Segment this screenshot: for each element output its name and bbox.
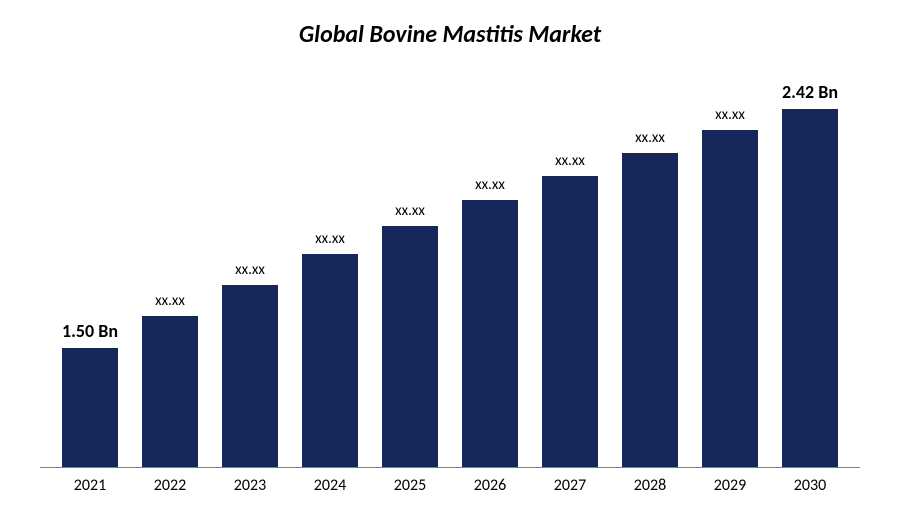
bar: [142, 316, 198, 467]
bar-group: xx.xx: [530, 69, 610, 467]
bar-group: xx.xx: [610, 69, 690, 467]
bar-group: xx.xx: [450, 69, 530, 467]
x-axis-label: 2022: [130, 476, 210, 495]
plot-area: 1.50 Bn xx.xx xx.xx xx.xx xx.xx xx.xx xx.xx xx.…: [40, 69, 860, 468]
bar-group: xx.xx: [690, 69, 770, 467]
bar: [782, 109, 838, 467]
bar: [62, 348, 118, 467]
bar: [702, 130, 758, 467]
bar-group: xx.xx: [130, 69, 210, 467]
bar: [542, 176, 598, 467]
bar: [462, 200, 518, 467]
x-axis-label: 2024: [290, 476, 370, 495]
bar-value-label: xx.xx: [555, 152, 585, 170]
bar-value-label: 2.42 Bn: [782, 81, 838, 103]
bar-group: xx.xx: [370, 69, 450, 467]
bar-value-label: 1.50 Bn: [62, 320, 118, 342]
bar: [222, 285, 278, 467]
bar-group: xx.xx: [290, 69, 370, 467]
x-axis-label: 2030: [770, 476, 850, 495]
x-axis-label: 2021: [50, 476, 130, 495]
chart-container: Global Bovine Mastitis Market 1.50 Bn xx.…: [0, 0, 900, 525]
bar-value-label: xx.xx: [155, 292, 185, 310]
bar: [382, 226, 438, 467]
x-axis-label: 2023: [210, 476, 290, 495]
x-axis: 2021202220232024202520262027202820292030: [40, 468, 860, 495]
bar-value-label: xx.xx: [395, 202, 425, 220]
bar-group: xx.xx: [210, 69, 290, 467]
bar-value-label: xx.xx: [475, 176, 505, 194]
chart-title: Global Bovine Mastitis Market: [40, 20, 860, 49]
bar-group: 1.50 Bn: [50, 69, 130, 467]
x-axis-label: 2029: [690, 476, 770, 495]
bar: [302, 254, 358, 467]
x-axis-label: 2027: [530, 476, 610, 495]
bar-group: 2.42 Bn: [770, 69, 850, 467]
bar-value-label: xx.xx: [235, 261, 265, 279]
bar-value-label: xx.xx: [635, 129, 665, 147]
bar: [622, 153, 678, 467]
x-axis-label: 2028: [610, 476, 690, 495]
bar-value-label: xx.xx: [315, 230, 345, 248]
x-axis-label: 2025: [370, 476, 450, 495]
bar-value-label: xx.xx: [715, 106, 745, 124]
x-axis-label: 2026: [450, 476, 530, 495]
